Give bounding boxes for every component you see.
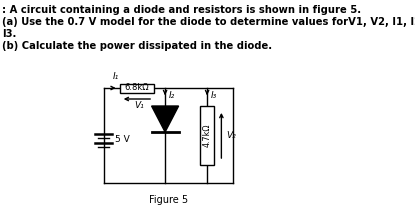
- Text: : A circuit containing a diode and resistors is shown in figure 5.: : A circuit containing a diode and resis…: [2, 5, 361, 15]
- Text: (a) Use the 0.7 V model for the diode to determine values for​V1, V2, I1, I2,: (a) Use the 0.7 V model for the diode to…: [2, 17, 415, 27]
- Text: I₂: I₂: [169, 90, 175, 100]
- Text: V₂: V₂: [226, 131, 236, 140]
- Text: 4.7kΩ: 4.7kΩ: [203, 124, 212, 147]
- Text: 6.8kΩ: 6.8kΩ: [124, 84, 149, 92]
- Text: I₁: I₁: [112, 72, 119, 81]
- Bar: [200, 106, 214, 165]
- Bar: [120, 84, 154, 92]
- Text: (b) Calculate the power dissipated in the diode.: (b) Calculate the power dissipated in th…: [2, 41, 272, 51]
- Text: Figure 5: Figure 5: [149, 195, 188, 205]
- Text: I3.: I3.: [2, 29, 17, 39]
- Text: I₃: I₃: [211, 90, 217, 100]
- Text: V₁: V₁: [134, 101, 144, 110]
- Text: 5 V: 5 V: [115, 135, 129, 145]
- Polygon shape: [151, 106, 178, 132]
